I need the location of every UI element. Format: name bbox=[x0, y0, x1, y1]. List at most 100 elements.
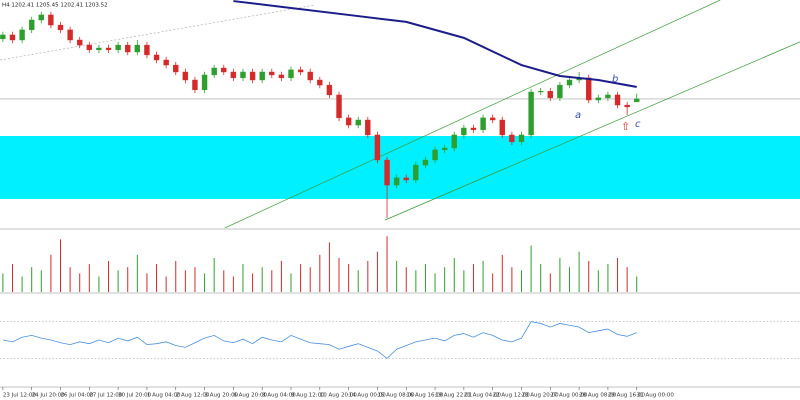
x-tick-label: 1 Aug 04:00 bbox=[147, 393, 181, 399]
candle-body bbox=[249, 71, 256, 81]
candle-body bbox=[528, 91, 534, 136]
candle-body bbox=[307, 71, 313, 81]
candle-body bbox=[28, 19, 35, 31]
candle-body bbox=[38, 14, 44, 21]
candle-body bbox=[192, 79, 198, 91]
candle-body bbox=[393, 177, 400, 186]
x-tick-label: 16 Aug 16:00 bbox=[406, 393, 444, 399]
trend-line bbox=[224, 0, 721, 228]
candle-body bbox=[201, 74, 208, 91]
x-tick-label: 28 Aug 08:00 bbox=[579, 393, 617, 399]
candle-body bbox=[451, 134, 457, 149]
candle-body bbox=[182, 71, 189, 81]
candle-body bbox=[125, 44, 131, 53]
volume-panel bbox=[2, 236, 638, 292]
x-tick-label: 3 Aug 20:00 bbox=[205, 393, 239, 399]
candle-body bbox=[547, 90, 554, 99]
x-tick-label: 26 Jul 04:00 bbox=[61, 393, 94, 399]
candle-body bbox=[634, 98, 640, 103]
moving-average bbox=[233, 0, 637, 88]
candle-body bbox=[96, 47, 102, 51]
candle-body bbox=[259, 71, 265, 81]
candle-body bbox=[153, 54, 160, 61]
candle-body bbox=[345, 117, 352, 126]
oscillator-panel bbox=[0, 321, 800, 359]
candle-body bbox=[566, 79, 573, 86]
x-tick-label: 21 Aug 04:00 bbox=[464, 393, 502, 399]
candle-body bbox=[595, 97, 602, 101]
x-tick-label: 14 Aug 00:00 bbox=[349, 393, 387, 399]
candle-body bbox=[557, 84, 563, 99]
x-tick-label: 15 Aug 08:00 bbox=[377, 393, 415, 399]
candle-body bbox=[509, 134, 515, 143]
x-tick-label: 27 Aug 00:00 bbox=[550, 393, 588, 399]
candle-body bbox=[374, 134, 381, 161]
oscillator-line bbox=[2, 321, 637, 359]
candle-body bbox=[86, 44, 93, 51]
candle-body bbox=[441, 147, 448, 151]
x-tick-label: 23 Aug 20:00 bbox=[521, 393, 559, 399]
candle-body bbox=[77, 39, 83, 46]
candle-body bbox=[134, 44, 141, 53]
x-tick-label: 23 Jul 12:00 bbox=[3, 393, 36, 399]
candle-body bbox=[489, 117, 496, 121]
candle-body bbox=[518, 134, 525, 143]
candle-body bbox=[221, 67, 227, 73]
candle-body bbox=[365, 119, 371, 136]
x-tick-label: 19 Aug 22:01 bbox=[435, 393, 472, 399]
x-tick-label: 2 Aug 12:00 bbox=[176, 393, 210, 399]
candle-body bbox=[48, 14, 54, 26]
x-tick-label: 6 Aug 20:00 bbox=[233, 393, 267, 399]
x-tick-label: 29 Aug 16:00 bbox=[608, 393, 646, 399]
trend-line bbox=[384, 41, 800, 221]
x-tick-label: 10 Aug 20:00 bbox=[320, 393, 358, 399]
candle-body bbox=[0, 34, 6, 40]
x-tick-label: 31 Aug 00:00 bbox=[637, 393, 675, 399]
x-tick-label: 24 Jul 20:00 bbox=[32, 393, 65, 399]
candle-body bbox=[413, 164, 419, 181]
candle-body bbox=[336, 94, 342, 119]
candle-body bbox=[240, 71, 246, 79]
x-tick-label: 9 Aug 12:00 bbox=[291, 393, 325, 399]
candle-body bbox=[67, 29, 73, 41]
candle-body bbox=[144, 44, 150, 56]
candle-body bbox=[499, 119, 505, 136]
candle-body bbox=[461, 127, 467, 136]
x-tick-label: 27 Jul 12:00 bbox=[89, 393, 122, 399]
candle-body bbox=[211, 67, 217, 76]
candle-body bbox=[230, 71, 237, 79]
price-panel bbox=[0, 0, 800, 228]
candle-body bbox=[624, 104, 630, 108]
candle-body bbox=[614, 94, 621, 106]
wave-label: a bbox=[575, 110, 581, 121]
wave-label: b bbox=[612, 74, 618, 85]
candle-body bbox=[326, 84, 333, 96]
candle-body bbox=[163, 59, 169, 66]
wave-label: c bbox=[635, 119, 641, 130]
candle-body bbox=[605, 94, 611, 99]
candle-body bbox=[355, 119, 361, 126]
candle-body bbox=[480, 117, 486, 131]
candle-body bbox=[278, 74, 285, 79]
support-zone bbox=[0, 136, 800, 199]
candle-body bbox=[173, 64, 179, 73]
candle-body bbox=[317, 79, 323, 86]
x-tick-label: 30 Jul 20:00 bbox=[118, 393, 151, 399]
x-tick-label: 8 Aug 04:00 bbox=[262, 393, 296, 399]
trend-line bbox=[0, 4, 316, 61]
candle-body bbox=[432, 149, 438, 161]
candle-body bbox=[384, 159, 390, 186]
candle-body bbox=[105, 47, 112, 51]
candle-body bbox=[403, 177, 409, 181]
candle-body bbox=[269, 71, 275, 76]
candle-body bbox=[470, 127, 477, 131]
candle-body bbox=[57, 24, 64, 31]
candle-body bbox=[586, 77, 592, 101]
candle-body bbox=[422, 159, 429, 166]
candle-body bbox=[9, 34, 16, 41]
candle-body bbox=[288, 69, 294, 79]
candle-body bbox=[537, 90, 544, 93]
x-tick-label: 22 Aug 12:00 bbox=[493, 393, 531, 399]
